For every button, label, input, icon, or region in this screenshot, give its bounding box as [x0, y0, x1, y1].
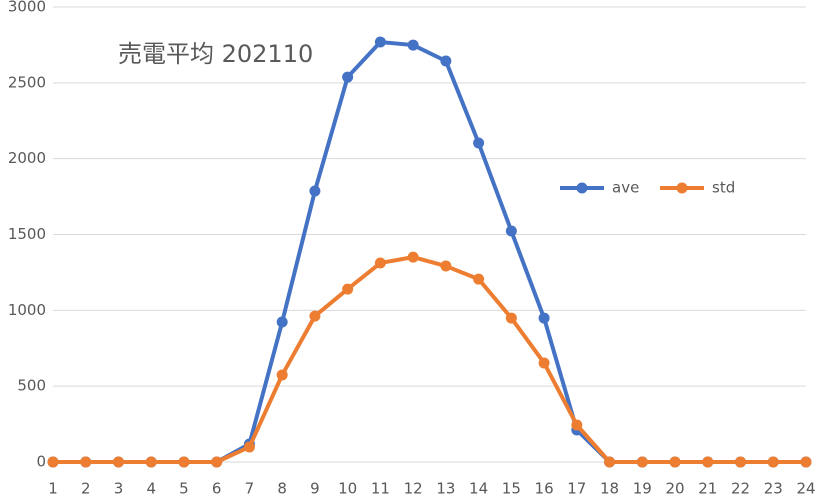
x-tick-label: 16 — [535, 480, 554, 498]
data-point — [243, 441, 255, 453]
x-tick-label: 4 — [146, 480, 156, 498]
x-tick-label: 20 — [665, 480, 684, 498]
y-tick-label: 1500 — [8, 225, 46, 243]
data-point — [505, 312, 517, 324]
x-tick-label: 17 — [567, 480, 586, 498]
data-point — [538, 357, 550, 369]
data-point — [800, 456, 812, 468]
x-tick-label: 10 — [338, 480, 357, 498]
y-tick-label: 2000 — [8, 149, 46, 167]
data-point — [636, 456, 648, 468]
x-tick-label: 21 — [698, 480, 717, 498]
data-point — [440, 55, 452, 67]
x-tick-label: 9 — [310, 480, 320, 498]
legend-label: ave — [612, 179, 639, 197]
chart-title: 売電平均 202110 — [118, 40, 313, 68]
x-tick-label: 11 — [371, 480, 390, 498]
data-point — [538, 312, 550, 324]
x-tick-label: 23 — [764, 480, 783, 498]
x-tick-label: 22 — [731, 480, 750, 498]
data-point — [342, 283, 354, 295]
x-tick-label: 2 — [81, 480, 91, 498]
data-point — [211, 456, 223, 468]
data-point — [669, 456, 681, 468]
data-point — [80, 456, 92, 468]
x-tick-label: 8 — [277, 480, 287, 498]
data-point — [473, 273, 485, 285]
x-tick-label: 24 — [796, 480, 815, 498]
x-tick-label: 7 — [245, 480, 255, 498]
y-tick-label: 0 — [36, 453, 46, 471]
series-line — [53, 255, 806, 464]
data-point — [276, 369, 288, 381]
data-point — [473, 137, 485, 149]
x-tick-label: 14 — [469, 480, 488, 498]
x-tick-label: 1 — [48, 480, 58, 498]
data-point — [767, 456, 779, 468]
y-tick-label: 3000 — [8, 0, 46, 16]
y-tick-label: 1000 — [8, 301, 46, 319]
data-point — [47, 456, 59, 468]
data-point — [309, 310, 321, 322]
data-point — [702, 456, 714, 468]
data-point — [505, 225, 517, 237]
x-tick-label: 19 — [633, 480, 652, 498]
x-tick-label: 3 — [114, 480, 124, 498]
x-tick-label: 6 — [212, 480, 222, 498]
legend-marker — [576, 182, 588, 194]
x-tick-label: 5 — [179, 480, 189, 498]
x-tick-label: 13 — [436, 480, 455, 498]
data-point — [604, 456, 616, 468]
data-point — [735, 456, 747, 468]
series-line — [53, 40, 806, 464]
x-tick-label: 18 — [600, 480, 619, 498]
data-point — [407, 251, 419, 263]
x-tick-label: 15 — [502, 480, 521, 498]
data-point — [571, 419, 583, 431]
data-point — [440, 260, 452, 272]
x-tick-label: 12 — [404, 480, 423, 498]
legend-label: std — [712, 179, 735, 197]
data-point — [276, 316, 288, 328]
legend-marker — [676, 182, 688, 194]
data-point — [145, 456, 157, 468]
data-point — [112, 456, 124, 468]
y-tick-label: 2500 — [8, 73, 46, 91]
data-point — [374, 257, 386, 269]
data-point — [342, 71, 354, 83]
data-point — [309, 185, 321, 197]
data-point — [374, 36, 386, 48]
y-tick-label: 500 — [17, 377, 46, 395]
data-point — [407, 39, 419, 51]
data-point — [178, 456, 190, 468]
